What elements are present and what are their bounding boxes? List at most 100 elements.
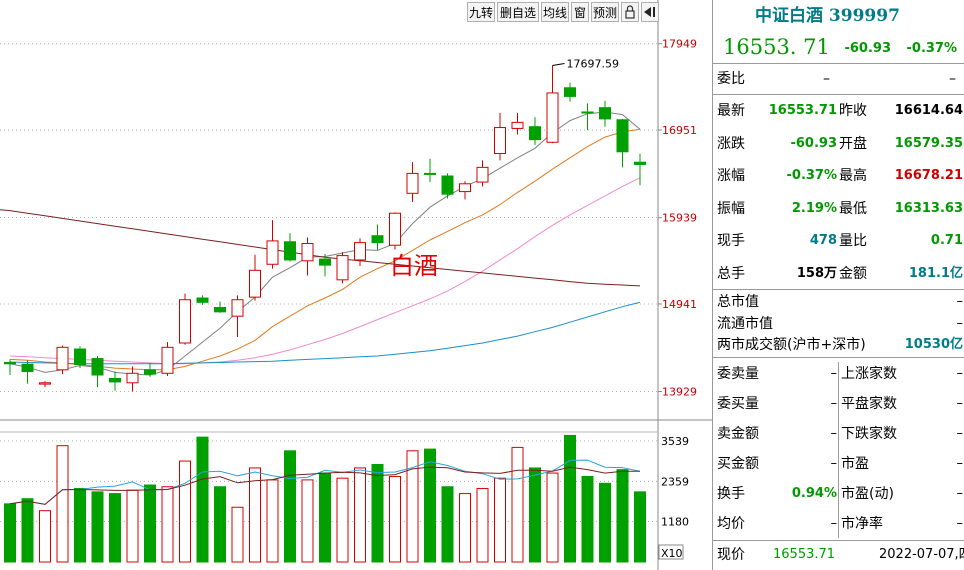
volume-bar bbox=[371, 464, 384, 563]
volume-bar bbox=[266, 479, 279, 563]
quote-label: 涨幅 bbox=[717, 168, 745, 184]
market-value: 10530亿 bbox=[904, 337, 963, 352]
breadth-label: 下跌家数 bbox=[841, 426, 897, 442]
candle-body bbox=[39, 382, 51, 385]
quote-value: 16614.64 bbox=[894, 103, 963, 118]
candle-body bbox=[476, 166, 489, 183]
volume-bar bbox=[389, 475, 401, 563]
quote-value: -0.37% bbox=[786, 168, 838, 183]
candle-body bbox=[21, 363, 34, 373]
toolbar-nine-turn-button[interactable]: 九转 bbox=[467, 2, 495, 22]
quote-value: 2.19% bbox=[791, 200, 837, 216]
breadth-label: 均价 bbox=[717, 516, 745, 532]
candle-body bbox=[126, 372, 139, 384]
volume-tick-label: 1180 bbox=[661, 516, 689, 529]
breadth-label: 市盈 bbox=[841, 456, 869, 472]
breadth-value: – bbox=[956, 456, 964, 471]
moving-average-line bbox=[9, 128, 641, 371]
candle-body bbox=[634, 161, 646, 165]
candle-body bbox=[581, 111, 594, 114]
weicha-value: – bbox=[949, 71, 956, 87]
moving-average-line bbox=[9, 177, 641, 365]
divider bbox=[838, 362, 839, 538]
y-tick-label: 14941 bbox=[662, 298, 697, 311]
candle-body bbox=[74, 348, 86, 366]
volume-bar bbox=[441, 486, 454, 563]
volume-bar bbox=[599, 482, 611, 563]
volume-bar bbox=[21, 498, 34, 563]
quote-value: 16553.71 bbox=[768, 103, 837, 118]
volume-tick-label: 2359 bbox=[661, 475, 689, 488]
volume-multiplier-box bbox=[658, 544, 684, 560]
candle-body bbox=[546, 92, 559, 143]
breadth-label: 平盘家数 bbox=[841, 396, 897, 412]
divider bbox=[713, 289, 964, 290]
high-marker-line bbox=[552, 62, 565, 66]
quote-value: 16678.21 bbox=[894, 168, 963, 183]
candle-body bbox=[249, 269, 261, 298]
volume-bar bbox=[126, 489, 139, 563]
breadth-value: – bbox=[956, 516, 964, 531]
market-value: – bbox=[956, 315, 964, 331]
breadth-value: – bbox=[830, 366, 838, 381]
candle-body bbox=[56, 346, 69, 371]
toolbar-remove-watchlist-button[interactable]: 删自选 bbox=[497, 2, 539, 22]
quote-label: 量比 bbox=[839, 233, 867, 249]
moving-average-line bbox=[0, 209, 641, 287]
market-label: 流通市值 bbox=[717, 315, 773, 332]
candle-body bbox=[616, 119, 629, 153]
volume-moving-average-line bbox=[9, 459, 641, 505]
collapse-panel-icon[interactable] bbox=[641, 2, 659, 22]
toolbar-window-button[interactable]: 窗 bbox=[571, 2, 589, 22]
breadth-label: 委买量 bbox=[717, 396, 759, 412]
breadth-label: 市净率 bbox=[841, 516, 883, 532]
candle-body bbox=[214, 307, 226, 313]
volume-bar bbox=[214, 486, 226, 563]
volume-bar bbox=[109, 493, 121, 563]
candle-body bbox=[459, 183, 471, 193]
index-name-text: 中证白酒 bbox=[755, 6, 823, 26]
kline-chart[interactable]: 17949 16951 15939 14941 13929 17697.59 白酒 3539 2… bbox=[0, 0, 712, 570]
toolbar-forecast-button[interactable]: 预测 bbox=[591, 2, 619, 22]
candle-body bbox=[231, 299, 244, 317]
candle-body bbox=[511, 121, 524, 129]
breadth-value: 0.94% bbox=[791, 486, 837, 501]
volume-bar bbox=[301, 479, 314, 563]
volume-bar bbox=[564, 434, 576, 563]
moving-average-line bbox=[9, 301, 641, 365]
candle-body bbox=[284, 241, 296, 261]
footer-label: 现价 bbox=[717, 547, 745, 563]
breadth-value: – bbox=[830, 456, 838, 471]
volume-tick-label: 3539 bbox=[661, 435, 689, 448]
breadth-label: 买金额 bbox=[717, 456, 759, 472]
candle-body bbox=[91, 358, 104, 376]
toolbar-moving-average-button[interactable]: 均线 bbox=[541, 2, 569, 22]
quote-value: 16313.63 bbox=[894, 200, 963, 216]
footer-date: 2022-07-07,四 bbox=[879, 547, 964, 562]
volume-bar bbox=[39, 510, 51, 563]
candle-body bbox=[161, 346, 174, 374]
breadth-value: – bbox=[956, 426, 964, 441]
volume-bar bbox=[476, 487, 489, 563]
quote-label: 涨跌 bbox=[717, 135, 745, 152]
volume-bar bbox=[494, 477, 506, 563]
current-price: 16553. 71 bbox=[723, 35, 830, 59]
volume-bar bbox=[56, 445, 69, 563]
quote-value: 478 bbox=[809, 233, 837, 248]
candle-body bbox=[4, 361, 16, 365]
moving-average-line bbox=[9, 111, 641, 376]
candle-body bbox=[389, 212, 401, 246]
y-tick-label: 13929 bbox=[662, 386, 697, 399]
quote-value: 181.1亿 bbox=[908, 265, 963, 281]
volume-bar bbox=[529, 467, 541, 563]
candle-body bbox=[424, 172, 436, 175]
lock-icon[interactable] bbox=[621, 2, 639, 22]
candle-body bbox=[266, 240, 279, 265]
y-tick-label: 16951 bbox=[662, 124, 697, 137]
candle-body bbox=[179, 299, 191, 344]
kline-chart-area[interactable]: 17949 16951 15939 14941 13929 17697.59 白酒 3539 2… bbox=[0, 0, 712, 570]
volume-bar bbox=[511, 446, 524, 563]
divider bbox=[713, 94, 964, 95]
weibi-label: 委比 bbox=[717, 71, 745, 87]
volume-bar bbox=[319, 472, 331, 563]
